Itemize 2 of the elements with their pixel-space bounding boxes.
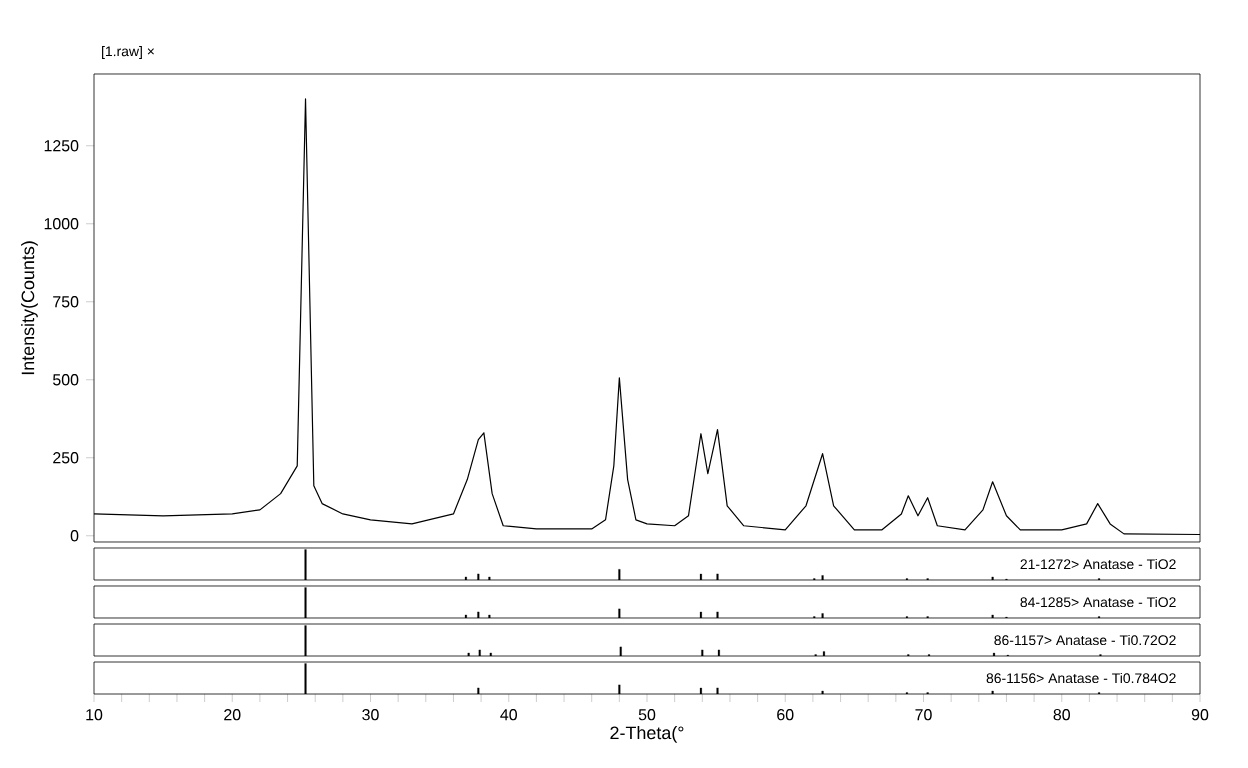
y-axis-title: Intensity(Counts) <box>21 241 38 375</box>
x-axis-title: 2-Theta(° <box>610 726 684 743</box>
